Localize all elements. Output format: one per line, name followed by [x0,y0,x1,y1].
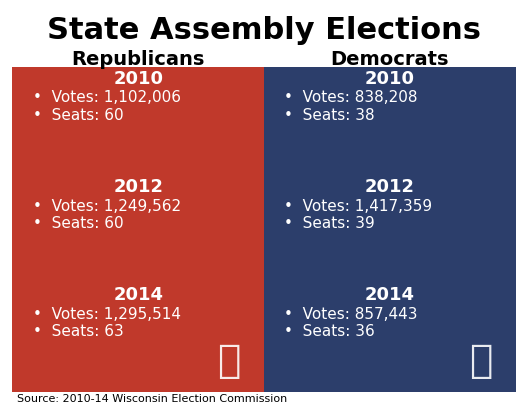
Text: •  Seats: 60: • Seats: 60 [33,108,123,123]
Text: Democrats: Democrats [331,50,449,69]
Text: 2010: 2010 [113,70,163,88]
Text: •  Votes: 1,295,514: • Votes: 1,295,514 [33,307,181,322]
Text: •  Votes: 1,102,006: • Votes: 1,102,006 [33,91,181,105]
Text: 2014: 2014 [113,286,163,304]
Text: •  Votes: 1,249,562: • Votes: 1,249,562 [33,199,181,213]
Text: 2012: 2012 [365,178,415,196]
Text: 2014: 2014 [365,286,415,304]
Text: 🐘: 🐘 [217,342,240,380]
FancyBboxPatch shape [264,67,516,392]
Text: 🫏: 🫏 [469,342,492,380]
Text: •  Seats: 36: • Seats: 36 [284,324,375,339]
Text: •  Votes: 1,417,359: • Votes: 1,417,359 [284,199,432,213]
Text: •  Votes: 857,443: • Votes: 857,443 [284,307,418,322]
Text: •  Seats: 39: • Seats: 39 [284,216,375,231]
Text: Source: 2010-14 Wisconsin Election Commission: Source: 2010-14 Wisconsin Election Commi… [17,394,288,404]
Text: 2010: 2010 [365,70,415,88]
Text: •  Seats: 38: • Seats: 38 [284,108,375,123]
Text: State Assembly Elections: State Assembly Elections [47,16,481,45]
Text: 2012: 2012 [113,178,163,196]
FancyBboxPatch shape [12,67,264,392]
Text: •  Seats: 63: • Seats: 63 [33,324,123,339]
Text: •  Votes: 838,208: • Votes: 838,208 [284,91,418,105]
Text: •  Seats: 60: • Seats: 60 [33,216,123,231]
Text: Republicans: Republicans [71,50,205,69]
